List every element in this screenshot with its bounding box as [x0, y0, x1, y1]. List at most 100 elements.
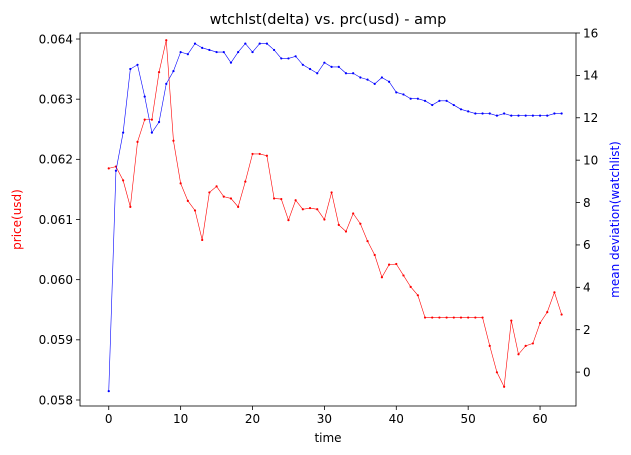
watchlist-point	[431, 103, 434, 107]
left-y-axis-ticks: 0.058 0.059 0.060 0.061 0.062 0.063 0.064	[39, 32, 80, 407]
price-point	[431, 316, 434, 319]
price-point	[143, 118, 146, 121]
price-point	[553, 291, 556, 294]
watchlist-point	[517, 114, 520, 117]
watchlist-point	[287, 57, 290, 60]
watchlist-point	[546, 114, 549, 117]
watchlist-point	[481, 112, 484, 115]
watchlist-point	[352, 72, 355, 75]
price-point	[258, 152, 261, 156]
watchlist-point	[373, 82, 376, 85]
watchlist-point	[474, 112, 477, 115]
watchlist-point	[553, 112, 556, 115]
watchlist-point	[186, 53, 189, 56]
left-y-tick-label: 0.062	[39, 153, 73, 167]
price-point	[122, 179, 125, 182]
watchlist-point	[172, 70, 175, 73]
watchlist-point	[143, 95, 146, 98]
price-point	[538, 321, 542, 325]
price-point	[503, 385, 506, 388]
watchlist-point	[445, 99, 448, 102]
left-y-tick-label: 0.059	[39, 333, 73, 347]
watchlist-point	[510, 114, 513, 117]
watchlist-point	[388, 80, 391, 83]
watchlist-point	[560, 112, 563, 115]
right-y-tick-label: 6	[583, 238, 591, 252]
price-point	[280, 197, 283, 201]
price-point	[416, 294, 419, 297]
right-y-tick-label: 4	[583, 281, 591, 295]
x-axis-ticks: 0 10 20 30 40 50 60	[105, 406, 548, 426]
price-point	[215, 185, 218, 188]
price-point	[402, 274, 405, 277]
watchlist-point	[538, 114, 542, 117]
price-point	[179, 182, 182, 185]
left-y-tick-label: 0.061	[39, 213, 73, 227]
price-point	[136, 140, 139, 143]
watchlist-point	[366, 78, 369, 81]
price-point	[208, 191, 211, 194]
price-point	[474, 316, 477, 319]
watchlist-point	[193, 42, 197, 45]
watchlist-series	[107, 42, 563, 393]
watchlist-point	[344, 72, 348, 75]
watchlist-point	[531, 114, 534, 117]
price-point	[388, 263, 391, 266]
price-point	[517, 353, 520, 356]
price-point	[395, 262, 398, 266]
x-tick-label: 50	[461, 412, 476, 426]
watchlist-point	[251, 50, 254, 54]
right-y-tick-label: 12	[583, 111, 598, 125]
watchlist-point	[150, 131, 153, 134]
x-tick-label: 20	[245, 412, 260, 426]
watchlist-point	[136, 63, 139, 66]
watchlist-point	[114, 169, 118, 172]
price-point	[229, 197, 233, 200]
price-point	[294, 199, 297, 202]
watchlist-point	[323, 61, 326, 64]
price-point	[172, 139, 175, 142]
price-point	[201, 238, 204, 242]
left-y-tick-label: 0.060	[39, 273, 73, 287]
x-axis-title: time	[314, 431, 341, 445]
watchlist-point	[423, 99, 427, 102]
price-point	[237, 205, 240, 208]
price-point	[546, 311, 549, 314]
price-point	[488, 344, 491, 347]
price-point	[301, 208, 304, 211]
left-y-tick-label: 0.058	[39, 393, 73, 407]
price-point	[330, 191, 333, 194]
watchlist-point	[208, 48, 211, 52]
price-point	[251, 152, 254, 156]
price-point	[531, 342, 534, 345]
watchlist-point	[395, 91, 398, 94]
price-line	[108, 40, 562, 388]
price-point	[524, 344, 527, 347]
watchlist-point	[258, 42, 261, 45]
price-point	[495, 371, 499, 374]
right-y-tick-label: 16	[583, 26, 598, 40]
price-point	[438, 316, 441, 319]
watchlist-point	[201, 46, 204, 49]
price-point	[423, 316, 427, 319]
price-series	[107, 39, 563, 388]
price-point	[459, 316, 463, 319]
price-point	[409, 285, 412, 288]
plot-area-frame	[79, 32, 577, 407]
left-y-tick-label: 0.064	[39, 32, 73, 46]
watchlist-point	[179, 50, 182, 54]
right-y-tick-label: 10	[583, 153, 598, 167]
watchlist-point	[308, 67, 312, 71]
watchlist-point	[452, 103, 455, 107]
chart-title: wtchlst(delta) vs. prc(usd) - amp	[210, 12, 447, 28]
right-y-tick-label: 0	[583, 365, 591, 379]
watchlist-point	[416, 97, 419, 100]
watchlist-line	[108, 43, 562, 392]
right-y-axis-ticks: 0 2 4 6 8 10 12 14 16	[576, 26, 598, 379]
watchlist-point	[402, 93, 405, 96]
left-y-axis-title: price(usd)	[10, 189, 24, 250]
watchlist-point	[294, 55, 297, 58]
price-point	[316, 208, 319, 211]
series-layer	[107, 39, 563, 393]
